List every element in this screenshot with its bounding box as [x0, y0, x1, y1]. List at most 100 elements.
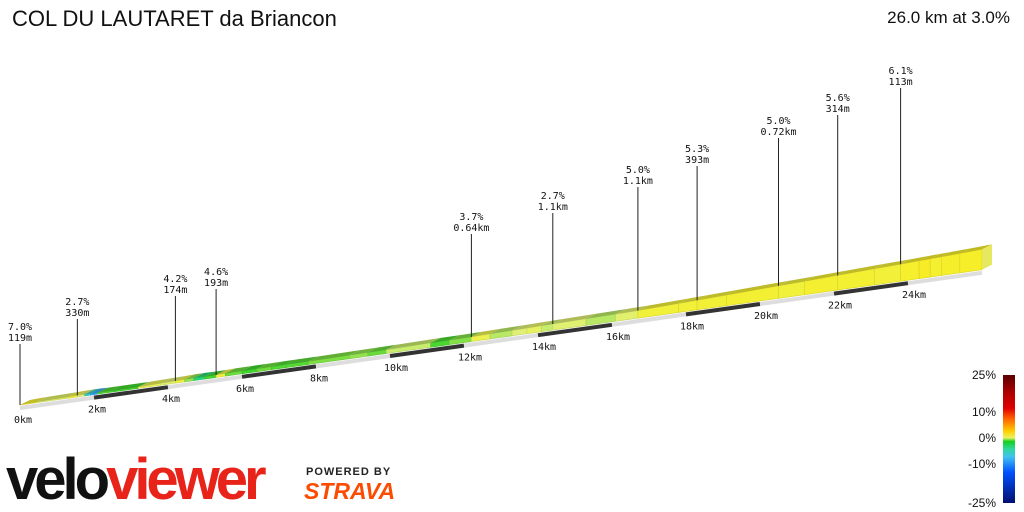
- annotation-gradient: 4.2%: [163, 274, 187, 285]
- profile-segment-top-31: [541, 318, 563, 326]
- profile-segment-top-11: [175, 374, 195, 381]
- profile-segment-top-12: [184, 373, 204, 380]
- axis-band-11: [833, 281, 909, 296]
- profile-segment-top-39: [778, 276, 815, 286]
- profile-segment-47: [959, 248, 983, 274]
- x-tick-label: 6km: [236, 384, 254, 395]
- annotation-length: 119m: [8, 333, 32, 344]
- legend-label-max: 25%: [971, 368, 996, 382]
- profile-segment-top-14: [205, 369, 227, 377]
- annotation-length: 193m: [204, 278, 228, 289]
- x-tick-label: 22km: [828, 301, 852, 312]
- x-tick-label: 4km: [162, 394, 180, 405]
- axis-band-8: [611, 312, 687, 327]
- axis-band-1: [93, 385, 169, 400]
- annotation-gradient: 2.7%: [541, 191, 565, 202]
- axis-band-9: [685, 302, 761, 317]
- profile-segment-top-2: [36, 391, 79, 403]
- profile-segment-top-28: [489, 325, 523, 334]
- x-tick-label: 14km: [532, 342, 556, 353]
- profile-segment-top-35: [637, 298, 689, 311]
- annotation-gradient: 5.0%: [626, 165, 650, 176]
- profile-segment-top-23: [367, 344, 397, 353]
- profile-segment-top-5: [84, 388, 101, 395]
- annotation-length: 1.1km: [623, 176, 653, 187]
- annotation-gradient: 6.1%: [889, 66, 913, 77]
- axis-band-12: [907, 270, 983, 286]
- profile-segment-top-45: [930, 251, 952, 259]
- profile-segment-top-32: [552, 313, 597, 324]
- annotation-gradient: 4.6%: [204, 267, 228, 278]
- profile-segment-top-40: [804, 270, 848, 282]
- axis-band-7: [537, 322, 613, 338]
- profile-segment-top-10: [160, 375, 186, 384]
- axis-band-10: [759, 291, 835, 306]
- profile-segment-top-16: [225, 365, 252, 374]
- legend-label-10: 10%: [971, 405, 996, 419]
- logo-viewer: viewer: [106, 447, 267, 512]
- climb-summary: 26.0 km at 3.0%: [887, 8, 1010, 27]
- legend-label-minus10: -10%: [967, 457, 996, 471]
- x-tick-label: 18km: [680, 321, 704, 332]
- profile-segment-top-9: [138, 378, 171, 387]
- veloviewer-logo[interactable]: veloviewer: [6, 447, 267, 512]
- annotation-gradient: 3.7%: [459, 212, 483, 223]
- x-tick-label: 20km: [754, 311, 778, 322]
- profile-segment-top-6: [90, 387, 108, 394]
- profile-segment-top-38: [726, 280, 789, 296]
- x-tick-label: 12km: [458, 353, 482, 364]
- profile-segment-46: [940, 253, 961, 276]
- legend-label-0: 0%: [978, 431, 996, 445]
- profile-end-face: [982, 244, 992, 270]
- profile-segment-top-18: [256, 361, 282, 369]
- profile-segment-top-29: [512, 323, 537, 331]
- profile-segment-top-20: [286, 356, 319, 365]
- x-tick-label: 2km: [88, 405, 106, 416]
- profile-segment-top-21: [308, 350, 360, 362]
- profile-segment-top-42: [874, 259, 911, 269]
- profile-segment-45: [929, 256, 942, 278]
- profile-segment-top-36: [678, 295, 708, 304]
- x-tick-label: 24km: [902, 290, 926, 301]
- distance-axis: 0km 2km 4km 6km 8km 10km 12km 14km 16km 18km 20km 2…: [14, 270, 983, 426]
- annotation-length: 174m: [163, 285, 187, 296]
- annotation-gradient: 5.0%: [766, 116, 790, 127]
- x-tick-label: 10km: [384, 363, 408, 374]
- profile-segment-top-19: [271, 359, 297, 367]
- profile-segment-top-26: [449, 331, 482, 341]
- logo-velo: velo: [6, 447, 110, 512]
- x-tick-label: 0km: [14, 415, 32, 426]
- profile-segment-top-13: [193, 371, 215, 379]
- profile-segment-44: [918, 258, 931, 279]
- axis-band-6: [463, 333, 539, 348]
- profile-segment-top-34: [615, 305, 648, 315]
- powered-by-label: POWERED BY: [306, 466, 392, 478]
- axis-band-2: [167, 374, 243, 390]
- strava-logo[interactable]: STRAVA: [304, 478, 396, 504]
- profile-segment-top-30: [526, 320, 552, 329]
- annotation-length: 113m: [889, 77, 913, 88]
- profile-segment-top-25: [430, 335, 460, 343]
- legend-label-min: -25%: [967, 496, 996, 510]
- profile-segment-top-17: [242, 363, 267, 371]
- profile-segment-top-8: [110, 381, 149, 391]
- chart-title: COL DU LAUTARET da Briancon: [12, 6, 337, 31]
- profile-segment-top-0: [20, 399, 35, 405]
- annotation-length: 1.1km: [538, 202, 568, 213]
- profile-segment-43: [900, 260, 920, 282]
- annotation-length: 314m: [826, 104, 850, 115]
- axis-band-5: [389, 343, 465, 358]
- annotation-length: 330m: [65, 308, 89, 319]
- profile-segment-top-41: [837, 263, 885, 276]
- axis-band-4: [315, 354, 391, 369]
- profile-segment-top-27: [471, 328, 500, 337]
- profile-segment-top-44: [919, 253, 941, 261]
- gradient-annotations: 7.0%119m2.7%330m4.2%174m4.6%193m3.7%0.64…: [8, 66, 913, 405]
- x-tick-label: 8km: [310, 373, 328, 384]
- annotation-gradient: 5.3%: [685, 144, 709, 155]
- profile-segment-top-22: [349, 347, 378, 356]
- annotation-gradient: 2.7%: [65, 297, 89, 308]
- x-tick-label: 16km: [606, 332, 630, 343]
- profile-segment-top-47: [959, 244, 992, 254]
